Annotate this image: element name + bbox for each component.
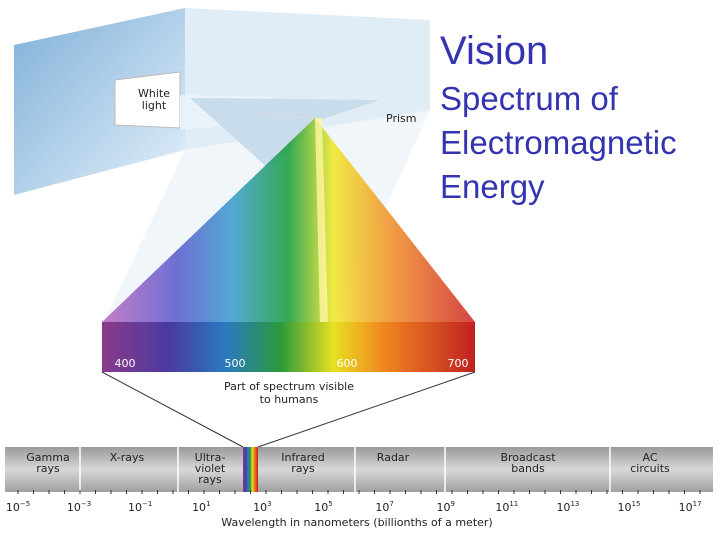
wavelength-tick: 10−1	[128, 500, 152, 514]
visible-tick: 700	[448, 357, 469, 370]
visible-tick: 500	[225, 357, 246, 370]
visible-tick: 400	[115, 357, 136, 370]
tick-base: 10	[128, 501, 142, 514]
tick-exponent: 7	[389, 500, 393, 508]
tick-exponent: 3	[267, 500, 271, 508]
tick-base: 10	[436, 501, 450, 514]
band-label: Gamma	[26, 451, 69, 464]
subtitle-line: Spectrum of	[440, 80, 619, 117]
wavelength-tick: 109	[436, 500, 454, 514]
subtitle-line: Energy	[440, 168, 545, 205]
tick-base: 10	[618, 501, 632, 514]
tick-base: 10	[679, 501, 693, 514]
white-light-label: White	[138, 87, 170, 100]
wavelength-tick: 1017	[679, 500, 702, 514]
tick-base: 10	[495, 501, 509, 514]
tick-base: 10	[375, 501, 389, 514]
visible-caption: to humans	[260, 393, 319, 406]
axis-label: Wavelength in nanometers (billionths of …	[221, 516, 492, 529]
tick-exponent: 5	[328, 500, 332, 508]
tick-exponent: 13	[570, 500, 579, 508]
visible-caption: Part of spectrum visible	[224, 380, 354, 393]
tick-exponent: 17	[693, 500, 702, 508]
wavelength-tick: 105	[314, 500, 332, 514]
tick-base: 10	[556, 501, 570, 514]
tick-base: 10	[67, 501, 81, 514]
tick-exponent: 11	[509, 500, 518, 508]
wavelength-tick: 103	[253, 500, 271, 514]
tick-base: 10	[253, 501, 267, 514]
wavelength-tick: 1011	[495, 500, 518, 514]
wavelength-tick: 101	[192, 500, 210, 514]
slide-title: Vision	[440, 29, 548, 73]
subtitle-line: Electromagnetic	[440, 124, 677, 161]
tick-exponent: −5	[20, 500, 30, 508]
tick-exponent: 15	[632, 500, 641, 508]
wavelength-tick: 1015	[618, 500, 641, 514]
tick-exponent: −1	[142, 500, 152, 508]
band-label: Infrared	[281, 451, 324, 464]
band-label: circuits	[630, 462, 670, 475]
band-label: violet	[195, 462, 226, 475]
wavelength-tick: 10−3	[67, 500, 91, 514]
band-label: Radar	[377, 451, 410, 464]
visible-tick: 600	[337, 357, 358, 370]
band-label: Ultra-	[195, 451, 226, 464]
tick-base: 10	[314, 501, 328, 514]
band-label: rays	[291, 462, 315, 475]
tick-base: 10	[6, 501, 20, 514]
tick-base: 10	[192, 501, 206, 514]
prism-label: Prism	[386, 112, 416, 125]
tick-exponent: 1	[206, 500, 210, 508]
band-label: AC	[642, 451, 657, 464]
band-label: rays	[36, 462, 60, 475]
band-label: bands	[511, 462, 545, 475]
diagram-art	[5, 8, 713, 492]
wavelength-tick: 1013	[556, 500, 579, 514]
band-label: X-rays	[110, 451, 145, 464]
wavelength-tick: 10−5	[6, 500, 30, 514]
white-light-label: light	[142, 99, 167, 112]
tick-exponent: −3	[81, 500, 91, 508]
tick-exponent: 9	[450, 500, 454, 508]
band-label: Broadcast	[500, 451, 556, 464]
wavelength-tick: 107	[375, 500, 393, 514]
band-label: rays	[198, 473, 222, 486]
